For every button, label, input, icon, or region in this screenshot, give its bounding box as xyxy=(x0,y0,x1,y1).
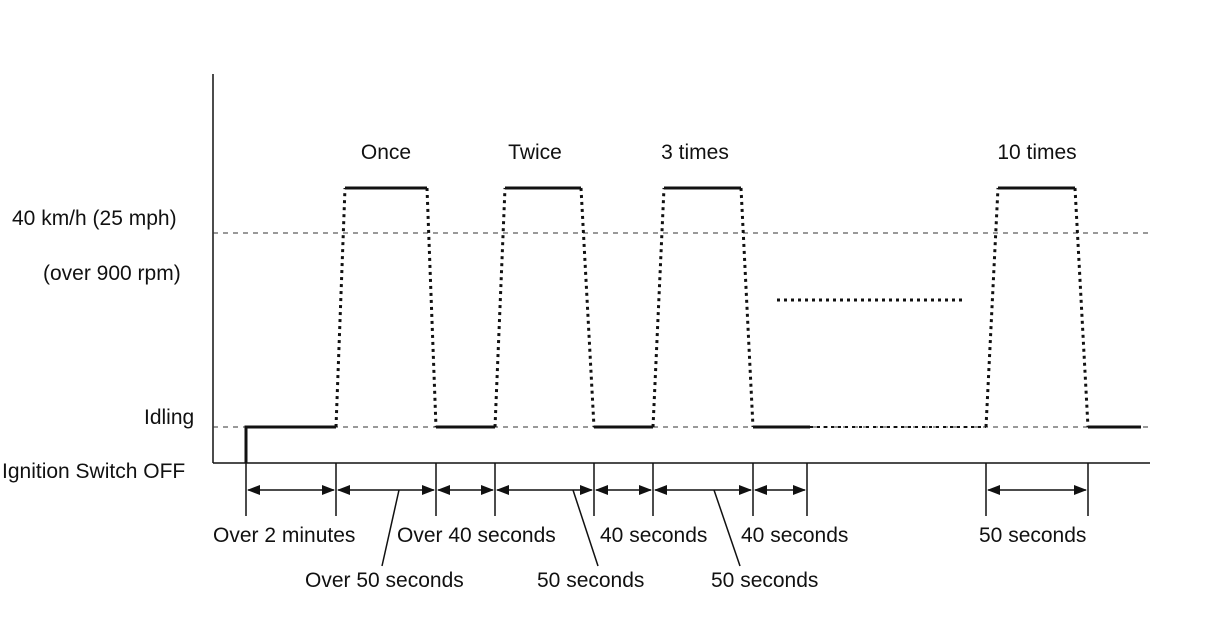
timeline-ticks xyxy=(245,463,1089,516)
duration-over-2-minutes: Over 2 minutes xyxy=(213,524,355,547)
cycle-label-once: Once xyxy=(361,141,411,164)
duration-arrows xyxy=(247,485,1087,495)
arrowhead-right xyxy=(793,485,806,495)
arrowhead-right xyxy=(580,485,593,495)
cycle10-rise xyxy=(984,187,1000,428)
cycle3-rise xyxy=(651,187,666,428)
arrowhead-right xyxy=(481,485,494,495)
arrowhead-left xyxy=(437,485,450,495)
arrowhead-left xyxy=(595,485,608,495)
arrowhead-left xyxy=(987,485,1000,495)
cycle-label-twice: Twice xyxy=(508,141,562,164)
arrowhead-left xyxy=(754,485,767,495)
cycle1-fall xyxy=(425,187,438,428)
leader-50-seconds-b xyxy=(713,489,741,567)
arrowhead-right xyxy=(322,485,335,495)
ignition-off-label: Ignition Switch OFF xyxy=(2,460,185,483)
idling-label: Idling xyxy=(144,406,194,429)
arrowhead-left xyxy=(247,485,260,495)
duration-40-seconds-b: 40 seconds xyxy=(741,524,848,547)
arrowhead-left xyxy=(496,485,509,495)
arrowhead-right xyxy=(639,485,652,495)
duration-50-seconds-c: 50 seconds xyxy=(979,524,1086,547)
duration-over-40-seconds: Over 40 seconds xyxy=(397,524,556,547)
cycle2-fall xyxy=(579,187,596,428)
arrowhead-right xyxy=(739,485,752,495)
arrowhead-left xyxy=(654,485,667,495)
speed-label: 40 km/h (25 mph) xyxy=(12,207,177,230)
duration-40-seconds-a: 40 seconds xyxy=(600,524,707,547)
start-trace xyxy=(244,425,336,463)
duration-over-50-seconds: Over 50 seconds xyxy=(305,569,464,592)
cycle3-fall xyxy=(739,187,755,428)
rpm-label: (over 900 rpm) xyxy=(43,262,181,285)
cycle2-rise xyxy=(493,187,507,428)
cycle10-fall xyxy=(1073,187,1090,428)
arrowhead-left xyxy=(337,485,350,495)
arrowhead-right xyxy=(1074,485,1087,495)
leader-over-50-seconds xyxy=(381,489,400,567)
cycle-label-10-times: 10 times xyxy=(997,141,1076,164)
duration-50-seconds-b: 50 seconds xyxy=(711,569,818,592)
duration-50-seconds-a: 50 seconds xyxy=(537,569,644,592)
leader-50-seconds-a xyxy=(572,489,599,567)
arrowhead-right xyxy=(422,485,435,495)
cycle1-rise xyxy=(334,187,347,428)
cycle-label-3-times: 3 times xyxy=(661,141,729,164)
